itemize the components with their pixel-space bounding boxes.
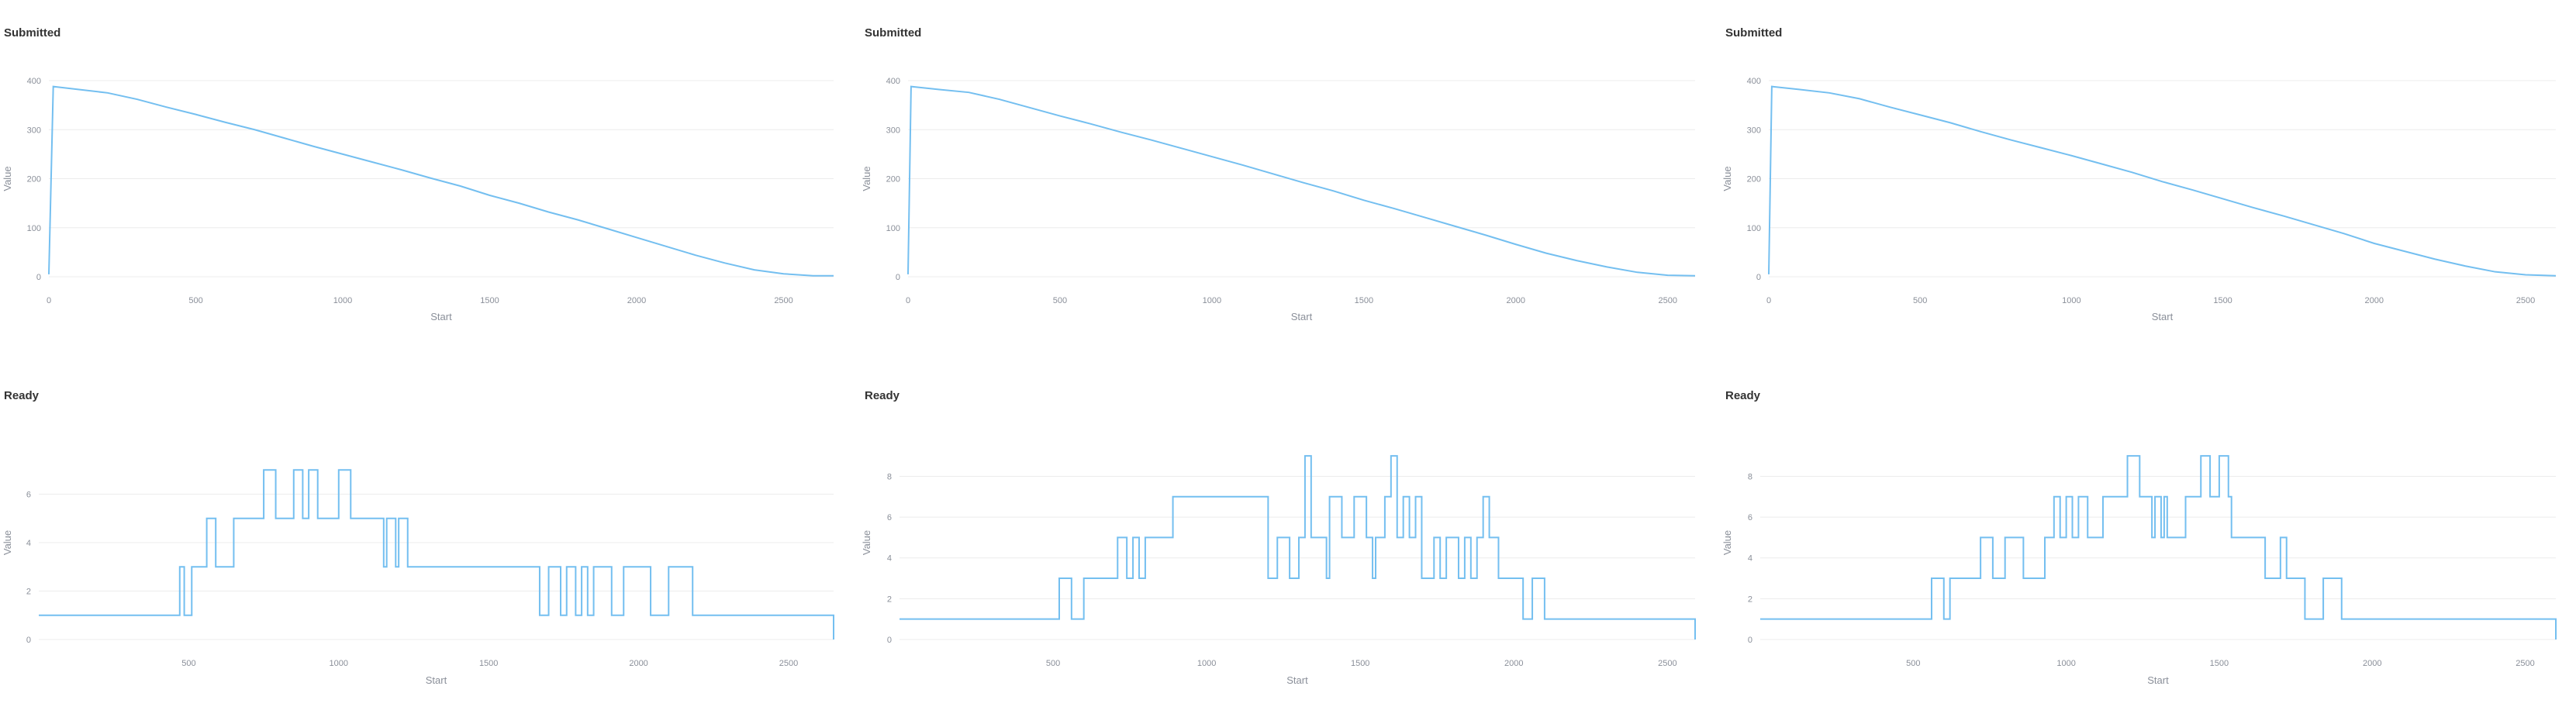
x-tick-label: 2000: [1507, 296, 1525, 305]
x-tick-label: 1000: [333, 296, 352, 305]
submitted-panel-2: Submitted 0 100 200 300 400 0 500 1000 1500 2000 2…: [861, 0, 1720, 361]
series-line: [48, 85, 834, 277]
y-tick-label: 0: [1748, 636, 1752, 645]
x-axis-title: Start: [2147, 674, 2169, 686]
y-tick-label: 400: [886, 77, 900, 86]
y-tick-label: 2: [1748, 595, 1752, 604]
chart-title: Ready: [865, 389, 900, 402]
x-tick-label: 2000: [627, 296, 646, 305]
y-tick-label: 0: [1756, 273, 1761, 282]
y-tick-label: 400: [27, 77, 41, 86]
y-tick-label: 300: [886, 126, 900, 135]
x-axis-title: Start: [1286, 674, 1308, 686]
y-tick-label: 200: [27, 175, 41, 184]
chart-title: Submitted: [4, 26, 61, 40]
x-tick-label: 2000: [2363, 659, 2381, 668]
y-tick-label: 4: [1748, 554, 1752, 564]
y-axis-title: Value: [2, 166, 13, 191]
submitted-chart-2: 0 100 200 300 400 0 500 1000 1500 2000 2500 Start Va…: [861, 77, 1696, 322]
x-tick-label: 500: [188, 296, 202, 305]
x-tick-label: 1500: [1351, 659, 1369, 668]
ready-panel-3: Ready 0 2 4 6 8 500 1000 1500 2000 2500 Start Value: [1721, 363, 2576, 724]
x-tick-label: 1000: [330, 659, 348, 668]
y-tick-label: 6: [26, 491, 31, 500]
y-tick-label: 4: [26, 539, 31, 548]
x-tick-label: 2000: [629, 659, 647, 668]
y-tick-label: 8: [1748, 472, 1752, 481]
x-tick-label: 1000: [2056, 659, 2075, 668]
ready-chart-1: 0 2 4 6 500 1000 1500 2000 2500 Start Value: [2, 469, 834, 686]
y-tick-label: 8: [887, 472, 892, 481]
x-tick-label: 500: [181, 659, 195, 668]
y-tick-label: 100: [1747, 224, 1761, 233]
x-tick-label: 1500: [2213, 296, 2232, 305]
x-tick-label: 2500: [1658, 659, 1676, 668]
series-line: [1768, 85, 2557, 277]
y-tick-label: 300: [27, 126, 41, 135]
x-tick-label: 1500: [480, 296, 499, 305]
x-tick-label: 0: [906, 296, 910, 305]
x-tick-label: 500: [1913, 296, 1927, 305]
ready-chart-3: 0 2 4 6 8 500 1000 1500 2000 2500 Start Value: [1721, 455, 2557, 686]
chart-title: Ready: [4, 389, 40, 402]
y-tick-label: 100: [886, 224, 900, 233]
y-tick-label: 2: [887, 595, 892, 604]
submitted-chart-3: 0 100 200 300 400 0 500 1000 1500 2000 2500 Start Va…: [1721, 77, 2557, 322]
x-tick-label: 1500: [2210, 659, 2229, 668]
ready-chart-2: 0 2 4 6 8 500 1000 1500 2000 2500 Start Value: [861, 455, 1696, 686]
y-tick-label: 0: [26, 636, 31, 645]
y-axis-title: Value: [861, 530, 872, 555]
y-tick-label: 200: [1747, 175, 1761, 184]
x-tick-label: 1000: [2062, 296, 2080, 305]
y-tick-label: 100: [27, 224, 41, 233]
x-tick-label: 2500: [779, 659, 798, 668]
chart-title: Submitted: [1725, 26, 1783, 40]
x-tick-label: 500: [1053, 296, 1067, 305]
series-line: [900, 455, 1696, 640]
chart-title: Ready: [1725, 389, 1761, 402]
y-axis-title: Value: [2, 530, 13, 555]
x-axis-title: Start: [426, 674, 447, 686]
y-tick-label: 300: [1747, 126, 1761, 135]
y-tick-label: 400: [1747, 77, 1761, 86]
y-axis-title: Value: [1721, 166, 1733, 191]
series-line: [39, 469, 834, 640]
x-axis-title: Start: [2152, 311, 2174, 322]
y-tick-label: 6: [1748, 513, 1752, 522]
submitted-panel-1: Submitted 0 100 200 300 400 0 500 1000 1500 2000 2…: [0, 0, 859, 361]
series-line: [907, 85, 1696, 277]
x-axis-title: Start: [1291, 311, 1313, 322]
x-tick-label: 2500: [2516, 296, 2535, 305]
x-tick-label: 2500: [774, 296, 792, 305]
x-tick-label: 500: [1046, 659, 1060, 668]
x-tick-label: 0: [1766, 296, 1771, 305]
y-tick-label: 2: [26, 588, 31, 597]
x-tick-label: 2000: [1504, 659, 1523, 668]
y-axis-title: Value: [1721, 530, 1733, 555]
series-line: [1760, 455, 2557, 640]
x-tick-label: 500: [1906, 659, 1920, 668]
y-tick-label: 0: [896, 273, 900, 282]
y-tick-label: 0: [887, 636, 892, 645]
y-tick-label: 4: [887, 554, 892, 564]
y-axis-title: Value: [861, 166, 872, 191]
x-tick-label: 1000: [1197, 659, 1216, 668]
submitted-chart-1: 0 100 200 300 400 0 500 1000 1500 2000 2500 Start Va…: [2, 77, 834, 322]
x-tick-label: 1500: [1355, 296, 1373, 305]
x-tick-label: 0: [47, 296, 51, 305]
x-tick-label: 2500: [1658, 296, 1676, 305]
x-tick-label: 1500: [479, 659, 498, 668]
ready-panel-2: Ready 0 2 4 6 8 500 1000 1500 2000 2500 Start Value: [861, 363, 1720, 724]
y-tick-label: 200: [886, 175, 900, 184]
x-tick-label: 1000: [1203, 296, 1221, 305]
submitted-panel-3: Submitted 0 100 200 300 400 0 500 1000 1500 2000 2…: [1721, 0, 2576, 361]
x-tick-label: 2500: [2516, 659, 2534, 668]
y-tick-label: 6: [887, 513, 892, 522]
ready-panel-1: Ready 0 2 4 6 500 1000 1500 2000 2500 Start Value: [0, 363, 859, 724]
x-tick-label: 2000: [2365, 296, 2384, 305]
y-tick-label: 0: [36, 273, 41, 282]
chart-title: Submitted: [865, 26, 922, 40]
x-axis-title: Start: [430, 311, 452, 322]
